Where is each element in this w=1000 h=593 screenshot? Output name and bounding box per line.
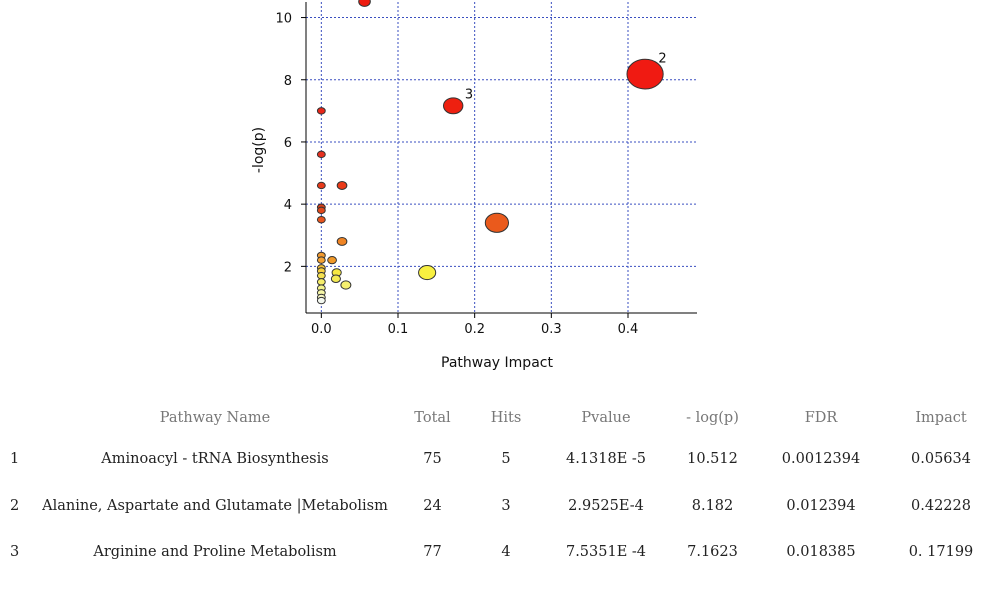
row-pathway-name: Aminoacyl - tRNA Biosynthesis <box>101 451 329 468</box>
data-point <box>316 256 326 264</box>
row-total: 24 <box>423 497 442 514</box>
x-tick-label: 0.4 <box>618 322 639 337</box>
data-point <box>442 97 464 115</box>
chart-axes <box>305 2 697 314</box>
data-point <box>340 280 352 290</box>
chart-point-labels: 1 2 3 <box>376 0 667 103</box>
row-index: 1 <box>10 451 20 468</box>
row-hits: 5 <box>501 451 511 468</box>
row-logp: 8.182 <box>691 497 734 514</box>
pathway-table: Pathway Name Total Hits Pvalue - log(p) … <box>0 400 1000 576</box>
data-point <box>336 237 348 246</box>
table-row: 3 Arginine and Proline Metabolism 77 4 7… <box>0 529 1000 576</box>
header-index <box>0 400 30 436</box>
row-total: 75 <box>423 451 442 468</box>
y-tick-label: 4 <box>284 198 292 213</box>
header-total: Total <box>414 410 451 426</box>
row-impact: 0.42228 <box>911 497 971 514</box>
header-pathway-name: Pathway Name <box>159 410 271 426</box>
header-impact: Impact <box>915 410 967 426</box>
table-row: 2 Alanine, Aspartate and Glutamate |Meta… <box>0 483 1000 530</box>
x-tick-label: 0.1 <box>388 322 409 337</box>
header-pvalue: Pvalue <box>581 410 631 426</box>
data-point <box>358 0 371 7</box>
y-tick-label: 2 <box>284 260 292 275</box>
chart-grid <box>306 2 697 313</box>
row-pvalue: 2.9525E-4 <box>568 497 644 514</box>
row-logp: 7.1623 <box>687 544 738 561</box>
data-point <box>626 58 664 90</box>
data-point <box>327 256 337 265</box>
row-pvalue: 7.5351E -4 <box>565 544 647 561</box>
row-fdr: 0.012394 <box>786 497 856 514</box>
data-point <box>484 212 510 233</box>
header-logp: - log(p) <box>686 410 739 426</box>
row-index: 3 <box>10 544 20 561</box>
data-point <box>316 107 326 115</box>
x-tick-label: 0.2 <box>464 322 485 337</box>
table-header-row: Pathway Name Total Hits Pvalue - log(p) … <box>0 400 1000 436</box>
y-tick-label: 6 <box>284 136 292 151</box>
data-point <box>316 296 326 305</box>
row-hits: 4 <box>501 544 511 561</box>
point-label: 2 <box>658 51 666 66</box>
row-pathway-name: Arginine and Proline Metabolism <box>93 544 337 561</box>
data-point <box>316 215 326 224</box>
data-point <box>316 271 326 280</box>
row-pvalue: 4.1318E -5 <box>565 451 647 468</box>
y-tick-label: 8 <box>284 74 292 89</box>
row-fdr: 0.0012394 <box>781 451 861 468</box>
row-pathway-name: Alanine, Aspartate and Glutamate |Metabo… <box>42 497 388 514</box>
header-hits: Hits <box>490 410 522 426</box>
row-hits: 3 <box>501 497 511 514</box>
row-total: 77 <box>423 544 442 561</box>
y-axis-label: -log(p) <box>251 127 267 173</box>
row-impact: 0.05634 <box>911 451 971 468</box>
point-label: 3 <box>465 88 473 103</box>
x-tick-label: 0.3 <box>541 322 562 337</box>
row-index: 2 <box>10 497 20 514</box>
data-point <box>336 181 348 190</box>
header-fdr: FDR <box>804 410 838 426</box>
point-label: 1 <box>376 0 384 1</box>
data-point <box>316 278 326 286</box>
row-impact: 0. 17199 <box>908 544 974 561</box>
table-row: 1 Aminoacyl - tRNA Biosynthesis 75 5 4.1… <box>0 436 1000 483</box>
chart-ticks: 0.0 0.1 0.2 0.3 0.4 2 4 6 8 10 <box>275 12 638 337</box>
data-point <box>316 206 326 215</box>
x-tick-label: 0.0 <box>311 322 332 337</box>
chart-points <box>316 0 664 305</box>
data-point <box>316 150 326 159</box>
y-tick-label: 10 <box>275 12 292 27</box>
row-logp: 10.512 <box>687 451 738 468</box>
data-point <box>330 274 341 284</box>
x-axis-label: Pathway Impact <box>441 355 553 371</box>
data-point <box>316 181 326 190</box>
data-point <box>418 265 437 281</box>
row-fdr: 0.018385 <box>786 544 856 561</box>
